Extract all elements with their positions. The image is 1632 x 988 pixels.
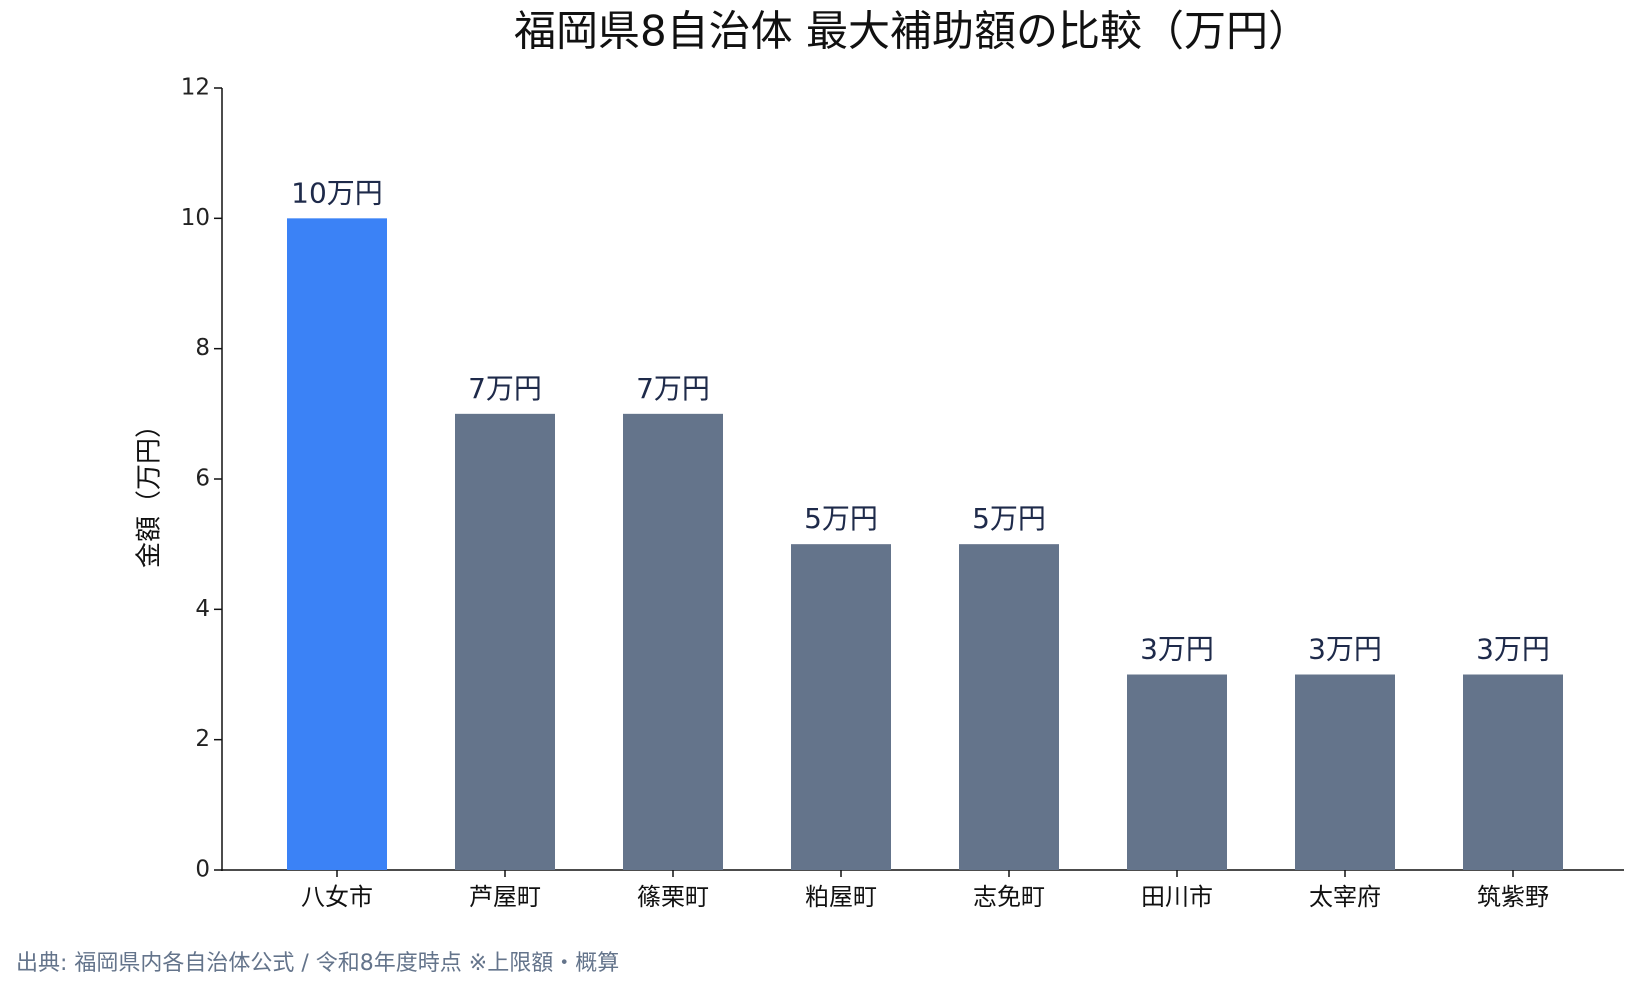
x-tick-label: 志免町 — [973, 883, 1045, 911]
value-label: 3万円 — [1140, 633, 1214, 666]
bar — [791, 544, 891, 870]
chart-title: 福岡県8自治体 最大補助額の比較（万円） — [514, 7, 1310, 56]
x-tick-label: 八女市 — [301, 883, 373, 911]
value-label: 7万円 — [468, 372, 542, 405]
y-tick-label: 10 — [181, 205, 210, 231]
value-label: 3万円 — [1308, 633, 1382, 666]
x-tick-label: 粕屋町 — [805, 883, 877, 911]
value-label: 3万円 — [1476, 633, 1550, 666]
value-label: 5万円 — [804, 502, 878, 535]
y-tick-label: 12 — [181, 75, 210, 101]
x-tick-label: 筑紫野 — [1477, 883, 1549, 911]
bar — [959, 544, 1059, 870]
value-label: 7万円 — [636, 372, 710, 405]
y-axis-label: 金額（万円） — [135, 412, 165, 568]
bar — [1127, 674, 1227, 870]
value-label: 10万円 — [291, 176, 383, 209]
source-note: 出典: 福岡県内各自治体公式 / 令和8年度時点 ※上限額・概算 — [16, 951, 619, 976]
bar — [1295, 674, 1395, 870]
value-label: 5万円 — [972, 502, 1046, 535]
x-tick-label: 芦屋町 — [469, 883, 541, 911]
bar — [623, 413, 723, 870]
bar — [1463, 674, 1563, 870]
bar — [287, 218, 387, 871]
y-tick-label: 6 — [195, 466, 210, 492]
x-tick-label: 篠栗町 — [637, 883, 709, 911]
x-tick-label: 田川市 — [1141, 883, 1213, 911]
y-tick-label: 4 — [195, 596, 210, 622]
x-tick-label: 太宰府 — [1309, 883, 1381, 911]
y-tick-label: 0 — [195, 857, 210, 883]
y-tick-label: 2 — [195, 726, 210, 752]
bar — [455, 413, 555, 870]
y-tick-label: 8 — [195, 335, 210, 361]
